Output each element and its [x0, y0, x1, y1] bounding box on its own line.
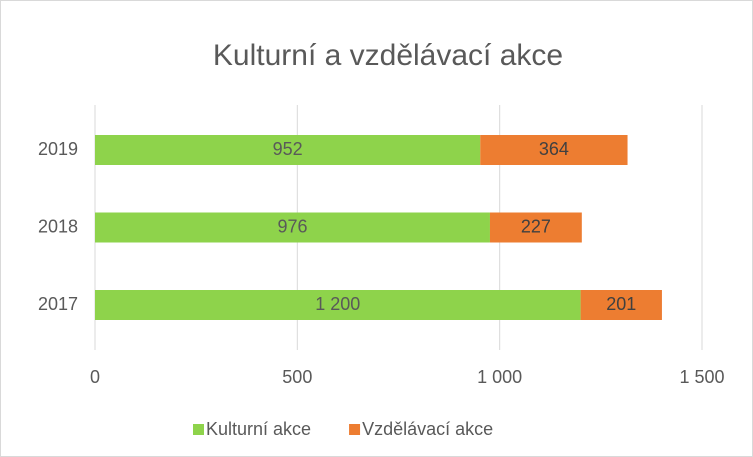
- legend-swatch: [193, 424, 204, 435]
- y-tick-label: 2017: [38, 294, 78, 314]
- bar: [580, 290, 662, 320]
- bar: [480, 135, 628, 165]
- y-tick-label: 2018: [38, 216, 78, 236]
- data-label: 201: [606, 294, 636, 314]
- legend-label: Kulturní akce: [206, 419, 311, 439]
- x-tick-label: 0: [90, 367, 100, 387]
- chart-title: Kulturní a vzdělávací akce: [213, 39, 563, 72]
- data-label: 364: [539, 139, 569, 159]
- bar: [489, 212, 582, 243]
- x-tick-label: 500: [282, 367, 312, 387]
- data-label: 227: [521, 216, 551, 236]
- data-label: 976: [277, 216, 307, 236]
- x-tick-label: 1 000: [477, 367, 522, 387]
- data-label: 1 200: [315, 294, 360, 314]
- legend-label: Vzdělávací akce: [362, 419, 493, 439]
- x-tick-label: 1 500: [679, 367, 724, 387]
- legend-swatch: [349, 424, 361, 435]
- bar: [95, 135, 481, 165]
- y-tick-label: 2019: [38, 139, 78, 159]
- bar: [95, 290, 581, 320]
- bar: [95, 212, 490, 243]
- data-label: 952: [273, 139, 303, 159]
